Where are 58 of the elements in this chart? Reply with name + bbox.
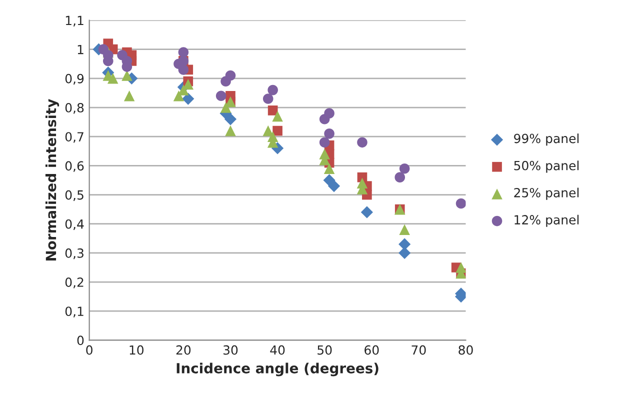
y-axis-title: Normalized intensity [45,98,60,260]
point [124,90,135,102]
point [182,78,194,90]
point [272,126,282,136]
point [357,137,368,148]
legend-label: 99% panel [514,134,579,146]
y-tick-label: 0,5 [65,190,84,201]
x-tick-label: 60 [364,345,379,355]
x-tick-label: 30 [223,345,238,355]
point [216,90,226,102]
x-tick-label: 20 [176,345,191,355]
point [360,206,373,218]
y-tick-label: 1 [78,44,84,54]
point [394,172,406,182]
point [399,224,410,236]
legend-label: 50% panel [514,160,579,173]
point [328,180,340,192]
y-tick-label: 1,1 [66,16,84,26]
point [262,125,274,136]
point [225,125,236,136]
x-tick-label: 10 [130,345,144,355]
y-tick-label: 0,3 [65,248,84,260]
point [178,84,189,96]
x-axis-title: Incidence angle (degrees) [176,362,378,376]
x-tick-label: 50 [318,345,332,355]
x-tick-label: 80 [458,345,473,355]
point [178,64,189,75]
point [268,84,278,96]
y-tick-label: 0,8 [65,102,84,114]
point [272,110,283,122]
point [182,92,194,105]
y-tick-label: 0 [77,336,84,346]
point [319,137,330,148]
point [398,238,411,250]
point [122,70,132,81]
y-tick-label: 0,4 [65,219,84,230]
point [224,113,237,126]
y-tick-label: 0,6 [65,161,84,172]
x-tick-label: 70 [412,345,426,355]
x-tick-label: 0 [86,345,92,355]
point [225,70,236,81]
y-tick-label: 0,7 [65,132,84,143]
y-tick-label: 0,2 [65,278,84,288]
y-tick-label: 0,1 [65,306,84,318]
x-tick-label: 40 [270,345,285,355]
point [456,198,466,209]
point [173,90,184,102]
point [324,163,335,174]
point [324,108,334,118]
point [268,106,278,116]
point [178,47,189,58]
legend-label: 12% panel [514,214,579,227]
point [324,128,334,139]
point [399,163,410,174]
point [262,94,274,104]
y-tick-label: 0,9 [65,74,84,85]
legend-label: 25% panel [514,188,579,200]
point [107,73,118,84]
